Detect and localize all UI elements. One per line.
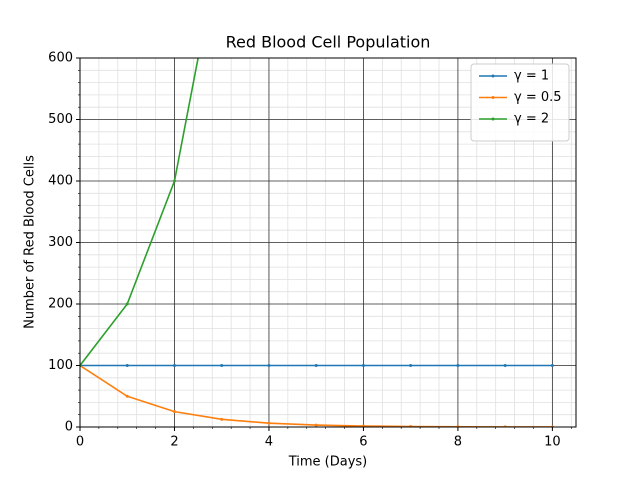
legend-label: γ = 2 (514, 112, 549, 127)
legend-box (470, 63, 570, 142)
data-point (550, 364, 554, 367)
data-point (314, 423, 318, 427)
data-point (172, 179, 176, 183)
x-tick-label: 10 (544, 435, 561, 450)
data-point (361, 424, 365, 427)
data-point (125, 302, 129, 306)
y-tick-label: 100 (48, 358, 73, 373)
x-tick-label: 6 (359, 435, 367, 450)
x-axis-label: Time (Days) (288, 455, 368, 470)
legend: γ = 1 γ = 0.5 γ = 2 (470, 63, 570, 142)
data-point (267, 421, 271, 425)
data-point (125, 364, 129, 367)
data-point (172, 410, 176, 414)
data-point (125, 394, 129, 398)
data-point (220, 364, 224, 367)
x-tick-label: 2 (170, 435, 178, 450)
y-axis-label: Number of Red Blood Cells (23, 155, 38, 329)
y-tick-label: 200 (48, 297, 73, 312)
data-point (503, 364, 507, 367)
y-tick-label: 300 (48, 235, 73, 250)
y-tick-label: 500 (48, 112, 73, 127)
data-point (220, 417, 224, 421)
data-point (361, 364, 365, 367)
chart-title: Red Blood Cell Population (226, 33, 431, 52)
legend-label: γ = 0.5 (514, 90, 562, 105)
x-tick-label: 0 (76, 435, 84, 450)
data-point (456, 364, 460, 367)
series-line (80, 58, 199, 366)
y-tick-label: 600 (48, 51, 73, 66)
legend-label: γ = 1 (514, 69, 549, 84)
y-tick-label: 400 (48, 174, 73, 189)
x-tick-label: 8 (454, 435, 462, 450)
data-point (267, 364, 271, 367)
y-tick-label: 0 (65, 420, 73, 435)
legend-marker (491, 117, 495, 121)
x-tick-label: 4 (265, 435, 273, 450)
legend-marker (491, 74, 495, 78)
data-point (172, 364, 176, 367)
data-point (314, 364, 318, 367)
legend-marker (491, 96, 495, 99)
data-point (409, 364, 413, 367)
